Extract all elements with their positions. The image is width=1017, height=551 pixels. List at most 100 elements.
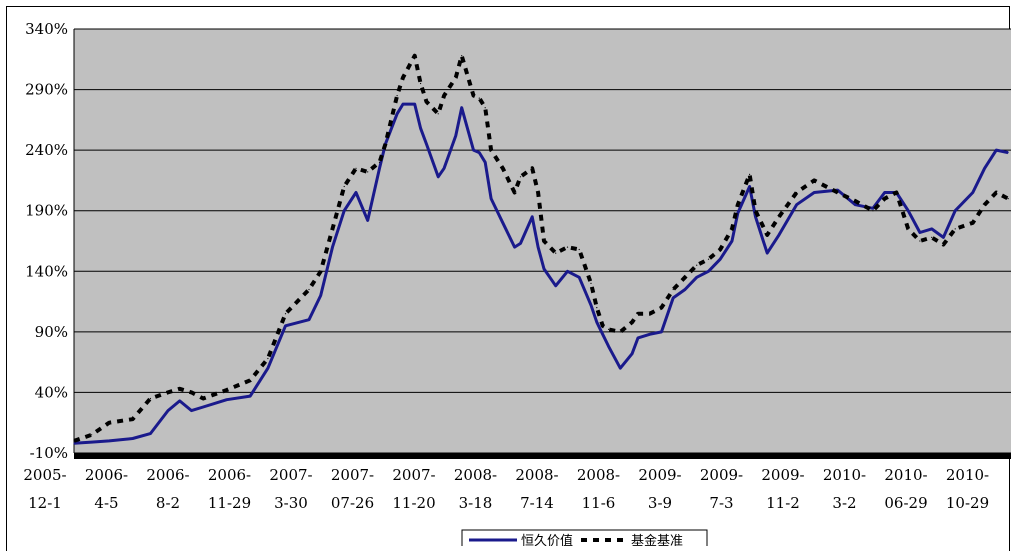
series-1-point-37 <box>531 216 533 218</box>
series-1-point-18 <box>367 219 369 221</box>
x-tick-label-15-line1: 2010- <box>946 466 989 484</box>
x-tick-label-12-line2: 11-2 <box>766 494 800 512</box>
series-1-point-44 <box>596 321 598 323</box>
series-2-point-68 <box>884 198 886 200</box>
series-2-point-35 <box>514 191 516 194</box>
series-2-point-47 <box>619 331 621 333</box>
series-2-point-42 <box>578 248 580 251</box>
x-tick-label-2-line2: 8-2 <box>156 494 180 512</box>
series-1-point-27 <box>443 167 445 169</box>
y-tick-label-1: 290% <box>25 81 68 99</box>
series-1-point-10 <box>249 395 251 397</box>
x-tick-label-4-line2: 3-30 <box>274 494 308 512</box>
series-2-point-23 <box>414 55 416 57</box>
series-2-point-22 <box>402 76 404 79</box>
series-2-point-25 <box>425 101 428 103</box>
x-tick-label-11-line1: 2009- <box>700 466 743 484</box>
series-2-point-52 <box>672 288 674 291</box>
series-1-point-60 <box>754 216 757 218</box>
series-1-point-16 <box>343 210 345 212</box>
series-1-point-13 <box>308 319 310 321</box>
x-tick-label-7-line2: 3-18 <box>459 494 493 512</box>
x-tick-label-14-line1: 2010- <box>884 466 927 484</box>
series-2-point-8 <box>202 397 204 400</box>
series-1-point-76 <box>984 167 986 169</box>
series-1-point-9 <box>226 399 228 401</box>
series-2-point-17 <box>355 167 357 169</box>
series-2-point-58 <box>737 204 739 206</box>
x-tick-label-2-line1: 2006- <box>146 466 189 484</box>
x-tick-label-5-line2: 07-26 <box>331 494 374 512</box>
series-2-point-28 <box>455 76 457 79</box>
series-2-point-62 <box>778 216 780 218</box>
x-tick-label-0-line1: 2005- <box>23 466 66 484</box>
series-2-point-53 <box>684 276 686 278</box>
x-tick-label-11-line2: 7-3 <box>709 494 733 512</box>
series-2-point-73 <box>942 244 945 246</box>
series-1-point-70 <box>907 210 909 212</box>
y-tick-label-0: 340% <box>25 20 68 38</box>
series-2-point-32 <box>484 107 486 109</box>
series-1-point-39 <box>543 268 545 270</box>
x-tick-label-3-line2: 11-29 <box>208 494 251 512</box>
series-1-point-73 <box>942 236 945 238</box>
series-2-point-54 <box>696 264 698 266</box>
series-1-point-23 <box>414 103 416 105</box>
series-1-point-51 <box>660 331 663 333</box>
series-1-point-61 <box>766 252 768 254</box>
x-axis-band <box>74 453 1011 459</box>
series-2-point-5 <box>167 391 169 393</box>
series-1-point-33 <box>490 198 492 200</box>
series-2-point-37 <box>531 167 533 169</box>
series-1-point-62 <box>778 234 780 236</box>
y-tick-label-4: 140% <box>25 262 68 280</box>
series-1-point-29 <box>461 107 463 109</box>
series-2-point-75 <box>972 222 974 224</box>
series-2-point-27 <box>443 95 445 97</box>
series-2-point-71 <box>919 240 921 242</box>
series-1-point-31 <box>478 152 480 154</box>
series-1-point-21 <box>396 113 398 115</box>
series-1-point-43 <box>590 304 592 306</box>
series-2-point-14 <box>320 270 322 272</box>
series-1-point-5 <box>167 410 169 412</box>
series-1-point-41 <box>566 270 569 272</box>
series-2-point-41 <box>566 246 569 248</box>
series-2-point-20 <box>384 143 386 145</box>
x-tick-label-15-line2: 10-29 <box>946 494 989 512</box>
series-1-point-56 <box>719 258 721 260</box>
series-2-point-12 <box>284 313 287 315</box>
series-1-point-49 <box>637 337 639 339</box>
x-tick-label-3-line1: 2006- <box>208 466 251 484</box>
series-2-point-7 <box>190 391 193 393</box>
x-axis-ticks: 2005- 12-1 2006- 4-5 2006- 8-2 2006- 11-29 2007-… <box>23 466 989 512</box>
series-2-point-76 <box>984 204 986 206</box>
series-1-point-46 <box>608 345 610 347</box>
y-tick-label-6: 40% <box>35 383 68 401</box>
series-2-point-1 <box>91 434 93 436</box>
series-1-point-59 <box>749 185 751 188</box>
series-1-point-14 <box>320 294 322 297</box>
line-chart: 340% 290% 240% 190% 140% 90% 40% -10% 2005- 12-1… <box>23 20 1011 546</box>
series-1-point-34 <box>502 222 504 224</box>
series-1-point-54 <box>696 276 698 278</box>
x-tick-label-4-line1: 2007- <box>269 466 312 484</box>
chart-frame: 340% 290% 240% 190% 140% 90% 40% -10% 2005- 12-1… <box>6 6 1011 551</box>
series-2-point-10 <box>249 379 251 381</box>
series-2-point-38 <box>537 191 539 194</box>
series-layer <box>73 53 1010 445</box>
x-tick-label-9-line2: 11-6 <box>582 494 616 512</box>
x-tick-label-13-line2: 3-2 <box>832 494 856 512</box>
series-1-point-55 <box>707 270 710 272</box>
series-2-point-61 <box>766 234 768 236</box>
series-2-point-46 <box>608 328 610 330</box>
x-tick-label-0-line2: 12-1 <box>28 494 62 512</box>
series-2-point-33 <box>490 149 492 151</box>
series-2-point-56 <box>719 248 721 251</box>
series-1-point-22 <box>402 103 404 105</box>
series-1-point-7 <box>190 410 193 412</box>
x-tick-label-7-line1: 2008- <box>454 466 497 484</box>
series-1-point-12 <box>284 325 287 327</box>
series-2-point-51 <box>660 307 663 309</box>
series-2-point-65 <box>837 191 839 194</box>
